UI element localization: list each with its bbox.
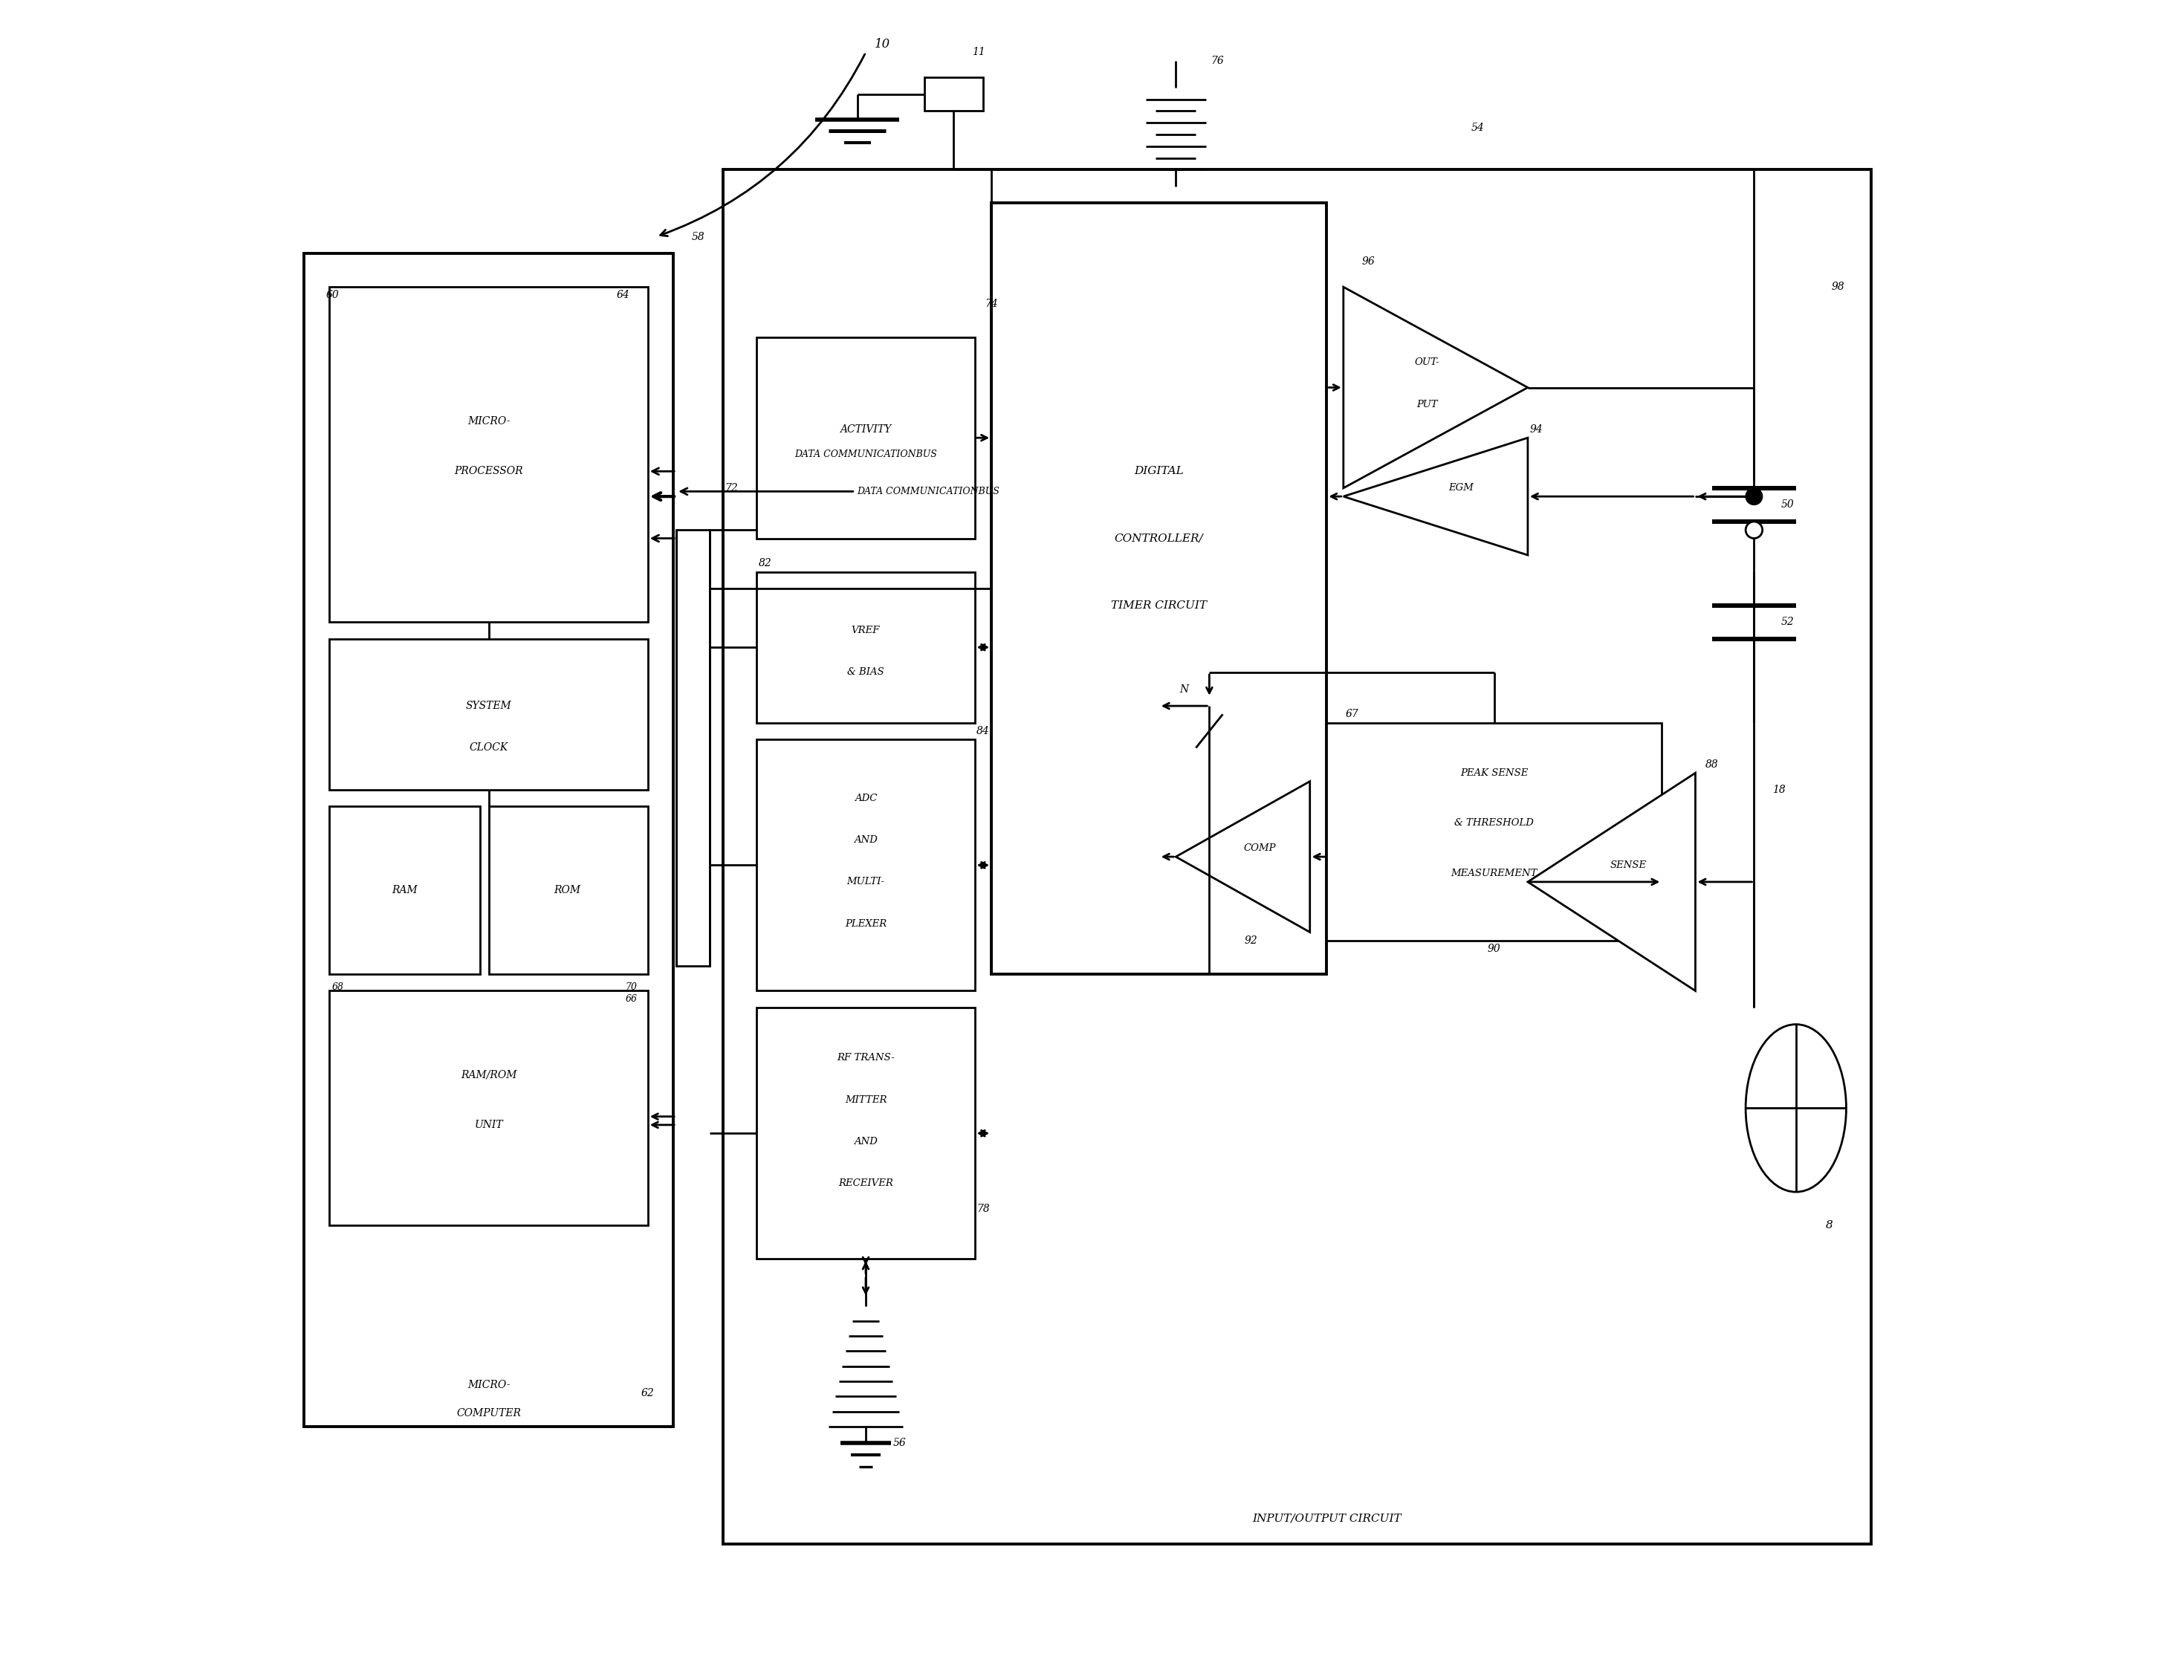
Text: 72: 72 [725, 482, 738, 494]
Text: VREF: VREF [852, 625, 880, 635]
Text: EGM: EGM [1448, 484, 1474, 492]
Bar [330, 806, 480, 974]
Text: 98: 98 [1830, 282, 1845, 292]
Text: DATA COMMUNICATIONBUS: DATA COMMUNICATIONBUS [795, 450, 937, 459]
Ellipse shape [1745, 1025, 1845, 1191]
Text: OUT-: OUT- [1415, 358, 1439, 368]
Text: 64: 64 [616, 291, 629, 301]
Text: 58: 58 [692, 232, 705, 242]
Text: SYSTEM: SYSTEM [465, 701, 511, 711]
Text: 60: 60 [325, 291, 339, 301]
Text: & BIAS: & BIAS [847, 667, 885, 677]
Text: 92: 92 [1245, 936, 1258, 946]
Text: 68: 68 [332, 983, 343, 993]
Text: 74: 74 [985, 299, 998, 309]
Text: 78: 78 [976, 1203, 989, 1215]
Text: MITTER: MITTER [845, 1095, 887, 1104]
Text: TIMER CIRCUIT: TIMER CIRCUIT [1112, 600, 1208, 610]
Bar [489, 806, 649, 974]
Text: 11: 11 [972, 47, 985, 57]
Text: RAM/ROM: RAM/ROM [461, 1070, 518, 1080]
Text: PROCESSOR: PROCESSOR [454, 465, 522, 477]
Text: 76: 76 [1212, 55, 1225, 66]
Text: 94: 94 [1529, 425, 1542, 435]
Bar [330, 638, 649, 790]
Text: SENSE: SENSE [1610, 860, 1647, 870]
Text: INPUT/OUTPUT CIRCUIT: INPUT/OUTPUT CIRCUIT [1251, 1514, 1402, 1524]
Text: 84: 84 [976, 726, 989, 736]
Bar [992, 203, 1326, 974]
Bar [1326, 722, 1662, 941]
Bar [330, 287, 649, 622]
Text: 8: 8 [1826, 1220, 1832, 1231]
Text: 54: 54 [1470, 123, 1485, 133]
Text: COMP: COMP [1243, 843, 1275, 853]
Polygon shape [1343, 287, 1529, 489]
Text: 88: 88 [1706, 759, 1719, 769]
Text: DATA COMMUNICATIONBUS: DATA COMMUNICATIONBUS [681, 487, 1000, 496]
Text: CLOCK: CLOCK [470, 743, 509, 753]
Text: ADC: ADC [854, 793, 878, 803]
Bar [924, 77, 983, 111]
Text: ROM: ROM [555, 885, 581, 895]
Bar [677, 529, 710, 966]
Text: 70: 70 [625, 983, 638, 993]
Text: 96: 96 [1363, 257, 1376, 267]
Polygon shape [1529, 773, 1695, 991]
Text: CONTROLLER/: CONTROLLER/ [1114, 533, 1203, 544]
Text: AND: AND [854, 835, 878, 845]
Text: 67: 67 [1345, 709, 1358, 719]
Polygon shape [1343, 438, 1529, 554]
Bar [758, 739, 974, 991]
Text: MICRO-: MICRO- [467, 417, 511, 427]
Circle shape [1745, 489, 1762, 504]
Text: 18: 18 [1773, 785, 1787, 795]
Text: 90: 90 [1487, 944, 1500, 954]
Text: AND: AND [854, 1137, 878, 1146]
Bar [758, 571, 974, 722]
Text: MEASUREMENT: MEASUREMENT [1450, 869, 1538, 879]
Text: RF TRANS-: RF TRANS- [836, 1053, 895, 1063]
Bar [758, 338, 974, 538]
Text: MICRO-: MICRO- [467, 1379, 511, 1389]
Text: RECEIVER: RECEIVER [839, 1179, 893, 1188]
Text: DIGITAL: DIGITAL [1133, 465, 1184, 477]
Text: 62: 62 [642, 1388, 655, 1398]
Text: PUT: PUT [1417, 400, 1437, 410]
Text: COMPUTER: COMPUTER [456, 1408, 522, 1418]
Text: 10: 10 [874, 37, 891, 50]
Text: PEAK SENSE: PEAK SENSE [1461, 768, 1529, 778]
Text: 56: 56 [893, 1438, 906, 1448]
Text: 52: 52 [1780, 617, 1793, 627]
Text: & THRESHOLD: & THRESHOLD [1455, 818, 1533, 828]
Text: PLEXER: PLEXER [845, 919, 887, 929]
Bar [330, 991, 649, 1225]
Text: ACTIVITY: ACTIVITY [841, 425, 891, 435]
Text: RAM: RAM [391, 885, 417, 895]
Bar [758, 1008, 974, 1258]
Text: 66: 66 [625, 995, 638, 1005]
Text: MULTI-: MULTI- [847, 877, 885, 887]
Text: N: N [1179, 684, 1188, 694]
Polygon shape [1175, 781, 1310, 932]
Bar [304, 254, 673, 1426]
Circle shape [1745, 521, 1762, 538]
Bar [723, 170, 1872, 1544]
Text: 50: 50 [1780, 499, 1793, 511]
Text: 82: 82 [758, 558, 771, 570]
Text: UNIT: UNIT [474, 1119, 502, 1131]
